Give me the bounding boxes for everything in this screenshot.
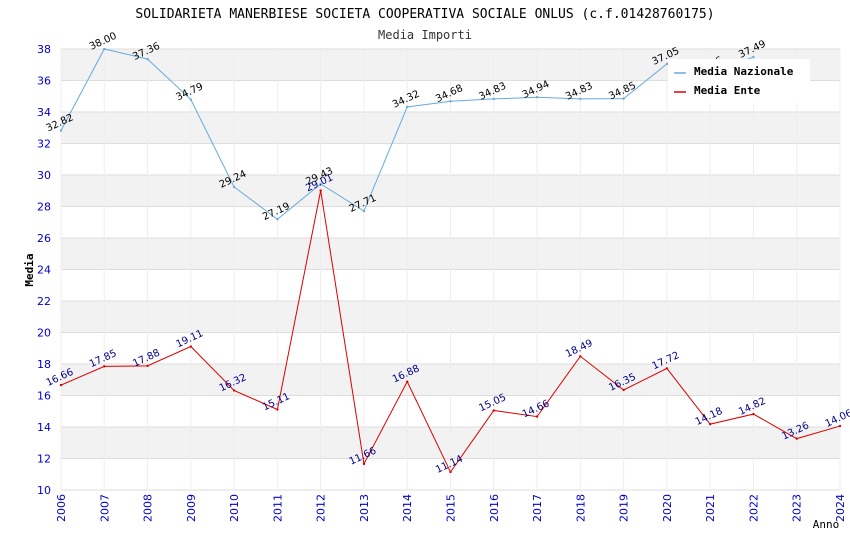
y-tick-label: 10 — [37, 484, 51, 497]
x-tick-label: 2008 — [142, 494, 155, 522]
data-point — [146, 364, 149, 368]
legend-box — [668, 59, 810, 103]
y-tick-label: 26 — [37, 232, 51, 245]
x-axis-label: Anno — [813, 518, 840, 531]
y-tick-label: 34 — [37, 106, 51, 119]
y-tick-label: 14 — [37, 421, 51, 434]
data-point — [232, 185, 236, 189]
data-point — [232, 389, 236, 392]
x-tick-label: 2021 — [704, 494, 717, 522]
data-point — [708, 422, 712, 426]
data-point — [276, 408, 279, 411]
plot-background — [60, 48, 841, 491]
x-tick-label: 2011 — [271, 494, 284, 522]
x-axis-ticks: 2006 2007 2008 2009 2010 2011 2012 2013 2014 2015… — [55, 494, 847, 522]
data-point — [189, 98, 193, 101]
data-point — [838, 424, 842, 428]
y-tick-label: 38 — [37, 43, 51, 56]
series-group — [59, 47, 842, 474]
data-point — [59, 383, 63, 387]
x-tick-label: 2017 — [531, 494, 544, 522]
data-point — [492, 409, 495, 412]
data-point — [665, 367, 669, 370]
x-tick-label: 2024 — [834, 494, 847, 522]
data-point — [319, 189, 322, 192]
y-tick-label: 36 — [37, 75, 51, 88]
data-point — [362, 209, 366, 213]
legend: Media Nazionale Media Ente — [668, 59, 810, 103]
data-point — [319, 182, 322, 186]
data-point — [492, 97, 495, 101]
data-point — [449, 100, 452, 103]
data-point — [362, 462, 366, 466]
y-tick-label: 18 — [37, 358, 51, 371]
data-point — [59, 129, 63, 132]
legend-label-media-ente: Media Ente — [694, 84, 761, 97]
y-tick-label: 22 — [37, 295, 51, 308]
x-tick-label: 2023 — [791, 494, 804, 522]
x-tick-label: 2018 — [574, 494, 587, 522]
data-point — [103, 365, 106, 368]
data-point — [406, 105, 409, 109]
y-axis-ticks: 10 12 14 16 18 20 22 24 26 28 30 32 34 36 38 — [37, 43, 51, 497]
x-tick-label: 2015 — [445, 494, 458, 522]
data-point — [103, 47, 106, 51]
y-tick-label: 32 — [37, 138, 51, 151]
data-point — [406, 380, 409, 383]
data-point — [276, 218, 279, 221]
data-point — [795, 437, 798, 440]
data-point — [449, 470, 452, 474]
x-tick-label: 2007 — [98, 494, 111, 522]
x-tick-label: 2013 — [358, 494, 371, 522]
y-tick-label: 16 — [37, 390, 51, 403]
data-point — [752, 412, 755, 416]
chart-title: SOLIDARIETA MANERBIESE SOCIETA COOPERATI… — [135, 7, 714, 22]
x-tick-label: 2016 — [488, 494, 501, 522]
data-point — [146, 57, 149, 61]
data-point — [665, 62, 669, 66]
data-point — [189, 345, 193, 348]
legend-label-media-nazionale: Media Nazionale — [694, 65, 794, 78]
data-point — [752, 55, 755, 59]
data-point — [579, 355, 582, 358]
y-tick-label: 30 — [37, 169, 51, 182]
x-tick-label: 2009 — [185, 494, 198, 522]
x-tick-label: 2010 — [228, 494, 241, 522]
x-tick-label: 2020 — [661, 494, 674, 522]
y-tick-label: 20 — [37, 327, 51, 340]
data-point — [535, 95, 539, 99]
y-axis-label: Media — [23, 253, 36, 286]
y-tick-label: 24 — [37, 264, 51, 277]
x-tick-label: 2014 — [401, 494, 414, 522]
data-point — [579, 97, 582, 101]
data-point — [622, 97, 625, 100]
x-tick-label: 2022 — [747, 494, 760, 522]
y-tick-label: 12 — [37, 453, 51, 466]
x-tick-label: 2019 — [618, 494, 631, 522]
data-point — [622, 388, 625, 392]
chart-subtitle: Media Importi — [378, 28, 472, 42]
y-tick-label: 28 — [37, 201, 51, 214]
x-tick-label: 2012 — [315, 494, 328, 522]
data-point — [535, 415, 539, 418]
x-tick-label: 2006 — [55, 494, 68, 522]
